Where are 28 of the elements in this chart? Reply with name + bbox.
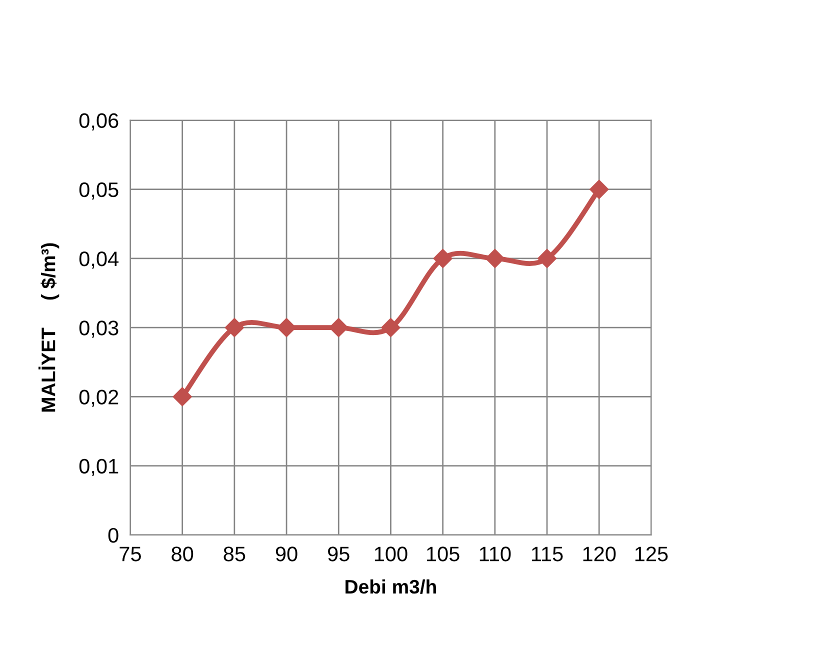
y-tick-label: 0,05 [79, 182, 118, 200]
y-axis-title: MALİYET ( $/m³) [38, 243, 60, 412]
x-tick-label: 95 [328, 546, 350, 562]
point [381, 318, 400, 338]
point [590, 180, 609, 199]
x-tick-label: 85 [224, 546, 246, 562]
x-tick-label: 80 [172, 546, 194, 562]
y-tick-label: 0,01 [79, 458, 118, 476]
y-tick-label: 0,02 [79, 390, 118, 407]
x-axis-title: Debi m3/h [346, 579, 436, 594]
y-tick-label: 0 [108, 528, 118, 543]
x-tick-label: 110 [480, 546, 511, 562]
point [485, 248, 504, 268]
x-tick-label: 75 [120, 546, 141, 562]
y-tick-label: 0,03 [79, 320, 118, 338]
point [537, 248, 557, 268]
x-tick-label: 125 [635, 546, 668, 562]
point [433, 248, 452, 268]
point [329, 318, 348, 338]
x-tick-label: 105 [427, 546, 460, 562]
point [224, 318, 244, 338]
point [172, 387, 192, 406]
x-tick-label: 120 [583, 546, 616, 562]
x-tick-label: 100 [374, 546, 408, 562]
y-tick-label: 0,04 [79, 251, 119, 269]
x-tick-label: 90 [276, 546, 298, 562]
x-tick-label: 115 [532, 546, 563, 562]
y-tick-label: 0,06 [79, 113, 118, 130]
